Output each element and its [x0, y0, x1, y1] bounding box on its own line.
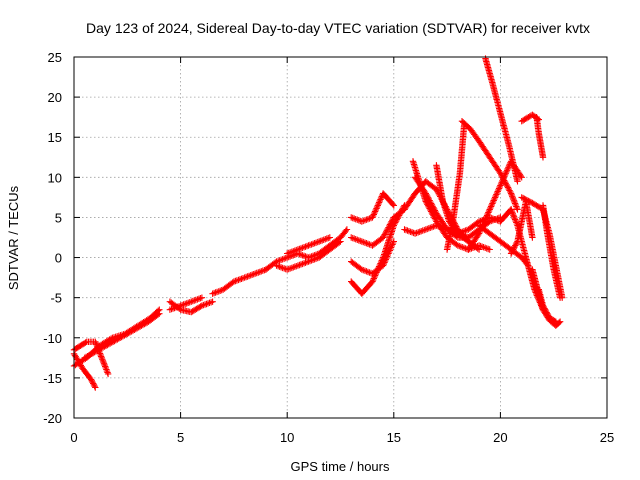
series-markers: [81, 310, 163, 361]
y-tick-label: -10: [43, 331, 62, 346]
x-tick-label: 15: [387, 430, 401, 445]
tick-layer: 0 5 10 15 20 25 -20 -15 -10 -5 0 5 10 15 20 25: [43, 50, 614, 445]
series-markers: [443, 122, 468, 253]
y-tick-label: 5: [55, 210, 62, 225]
series-arc-14: [348, 190, 397, 225]
series-markers: [166, 294, 206, 313]
series-layer: [70, 55, 566, 391]
x-axis-label: GPS time / hours: [291, 459, 390, 474]
x-tick-label: 5: [177, 430, 184, 445]
series-markers: [539, 202, 564, 301]
series-arc-13: [348, 206, 408, 249]
series-arc-6: [166, 294, 206, 313]
y-tick-label: 20: [48, 90, 62, 105]
y-tick-label: -15: [43, 371, 62, 386]
series-markers: [482, 55, 521, 185]
series-markers: [284, 234, 333, 257]
series-markers: [433, 162, 472, 245]
series-arc-12: [348, 238, 397, 277]
y-tick-label: 10: [48, 170, 62, 185]
x-tick-label: 10: [280, 430, 294, 445]
series-arc-4: [81, 310, 163, 361]
y-tick-label: 25: [48, 50, 62, 65]
series-markers: [348, 238, 397, 277]
series-arc-19: [433, 162, 472, 245]
y-tick-label: 15: [48, 130, 62, 145]
x-tick-label: 0: [70, 430, 77, 445]
series-markers: [348, 206, 408, 249]
y-tick-label: -20: [43, 411, 62, 426]
x-tick-label: 25: [600, 430, 614, 445]
series-arc-9: [273, 238, 344, 273]
y-tick-label: -5: [50, 291, 62, 306]
series-markers: [209, 266, 270, 297]
series-arc-8: [262, 226, 351, 273]
series-arc-21: [443, 122, 468, 253]
series-arc-24: [482, 55, 521, 185]
series-arc-33: [535, 286, 559, 325]
chart-title: Day 123 of 2024, Sidereal Day-to-day VTE…: [86, 20, 590, 36]
series-arc-10: [284, 234, 333, 257]
series-markers: [535, 286, 559, 325]
series-markers: [262, 226, 351, 273]
y-axis-label: SDTVAR / TECUs: [6, 185, 21, 290]
series-markers: [533, 114, 547, 161]
y-tick-label: 0: [55, 251, 62, 266]
x-tick-label: 20: [493, 430, 507, 445]
series-arc-32: [539, 202, 564, 301]
series-markers: [273, 238, 344, 273]
series-markers: [348, 190, 397, 225]
series-arc-30: [533, 114, 547, 161]
series-arc-7: [209, 266, 270, 297]
plot-frame: [73, 56, 608, 419]
